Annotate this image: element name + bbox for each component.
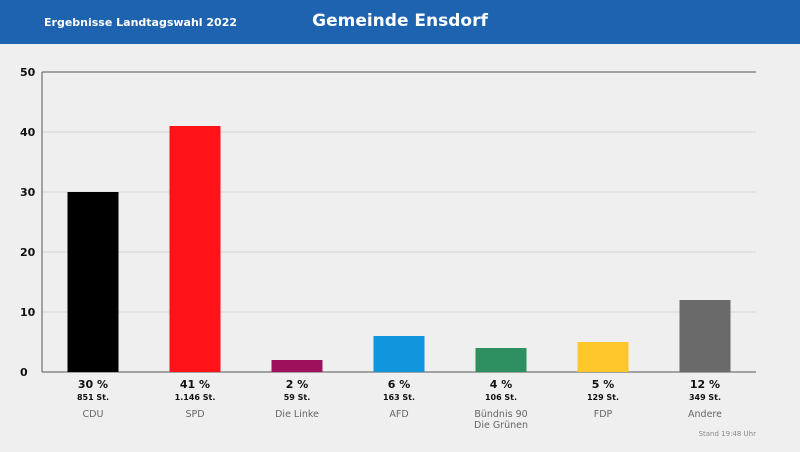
y-tick-label: 20: [20, 246, 36, 259]
bar-7: [679, 300, 731, 372]
timestamp-label: Stand 19:48 Uhr: [698, 430, 756, 438]
category-label: Die Linke: [275, 409, 319, 420]
category-label: SPD: [185, 409, 204, 420]
category-label: Bündnis 90: [474, 409, 527, 420]
bar-2: [169, 126, 221, 372]
category-label: Andere: [688, 409, 722, 420]
y-tick-label: 0: [20, 366, 28, 379]
y-tick-label: 10: [20, 306, 36, 319]
category-label: Die Grünen: [474, 420, 528, 431]
bar-5: [475, 348, 527, 372]
y-tick-label: 40: [20, 126, 36, 139]
percent-label: 2 %: [286, 378, 309, 391]
header-subtitle: Ergebnisse Landtagswahl 2022: [44, 16, 238, 29]
page-title: Gemeinde Ensdorf: [312, 11, 488, 31]
bar-4: [373, 336, 425, 372]
votes-label: 851 St.: [77, 393, 109, 402]
votes-label: 59 St.: [284, 393, 311, 402]
bar-1: [67, 192, 119, 372]
percent-label: 41 %: [180, 378, 210, 391]
bar-6: [577, 342, 629, 372]
category-label: CDU: [83, 409, 104, 420]
category-label: AFD: [389, 409, 408, 420]
percent-label: 5 %: [592, 378, 615, 391]
percent-label: 12 %: [690, 378, 720, 391]
votes-label: 163 St.: [383, 393, 415, 402]
percent-label: 6 %: [388, 378, 411, 391]
percent-label: 30 %: [78, 378, 108, 391]
y-tick-label: 50: [20, 66, 36, 79]
votes-label: 1.146 St.: [175, 393, 216, 402]
header-bar: Ergebnisse Landtagswahl 2022 Gemeinde En…: [0, 0, 800, 44]
votes-label: 129 St.: [587, 393, 619, 402]
percent-label: 4 %: [490, 378, 513, 391]
y-tick-label: 30: [20, 186, 36, 199]
bar-3: [271, 360, 323, 372]
votes-label: 106 St.: [485, 393, 517, 402]
votes-label: 349 St.: [689, 393, 721, 402]
category-label: FDP: [594, 409, 613, 420]
